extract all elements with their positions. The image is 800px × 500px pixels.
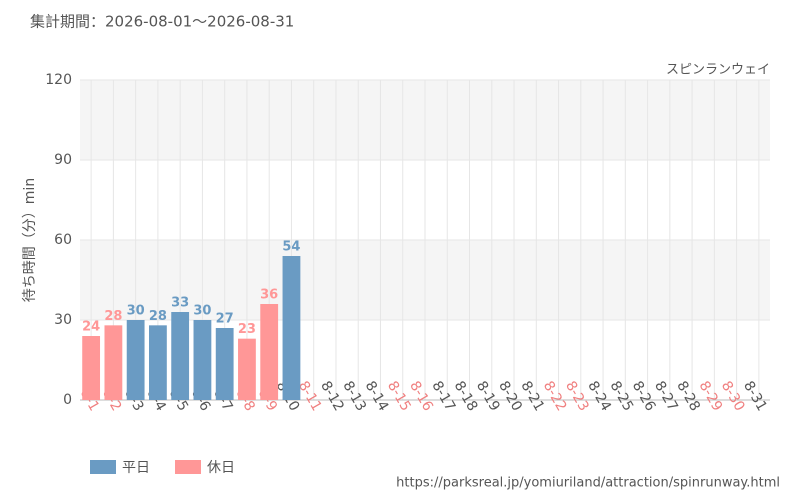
y-axis-label: 待ち時間（分）min	[22, 178, 38, 302]
y-tick-label: 60	[54, 232, 72, 248]
data-label: 54	[282, 240, 300, 255]
bar	[215, 328, 234, 400]
data-label: 23	[238, 322, 256, 337]
data-label: 33	[171, 296, 189, 311]
data-label: 28	[104, 309, 122, 324]
bar	[238, 338, 256, 400]
bar	[104, 325, 123, 400]
data-label: 28	[149, 309, 167, 324]
data-label: 27	[216, 312, 234, 327]
data-label: 24	[82, 320, 100, 335]
x-tick-label: 8-31	[740, 378, 770, 414]
bar	[82, 336, 101, 400]
legend-label: 休日	[207, 460, 235, 476]
data-label: 30	[193, 304, 211, 319]
y-tick-label: 90	[54, 152, 72, 168]
source-url: https://parksreal.jp/yomiuriland/attract…	[396, 476, 780, 491]
bar	[126, 320, 145, 400]
chart-title: 集計期間：2026-08-01〜2026-08-31	[30, 13, 294, 31]
bar	[282, 256, 301, 400]
data-label: 30	[127, 304, 145, 319]
y-tick-label: 120	[45, 72, 72, 88]
legend-swatch	[90, 460, 116, 474]
data-label: 36	[260, 288, 278, 303]
bar	[149, 325, 167, 400]
y-tick-label: 0	[63, 392, 72, 408]
bar	[171, 312, 190, 400]
chart-subtitle: スピンランウェイ	[666, 63, 770, 78]
bar	[193, 320, 212, 400]
legend-label: 平日	[122, 460, 150, 476]
bar	[260, 304, 279, 400]
y-tick-label: 30	[54, 312, 72, 328]
legend-swatch	[175, 460, 201, 474]
